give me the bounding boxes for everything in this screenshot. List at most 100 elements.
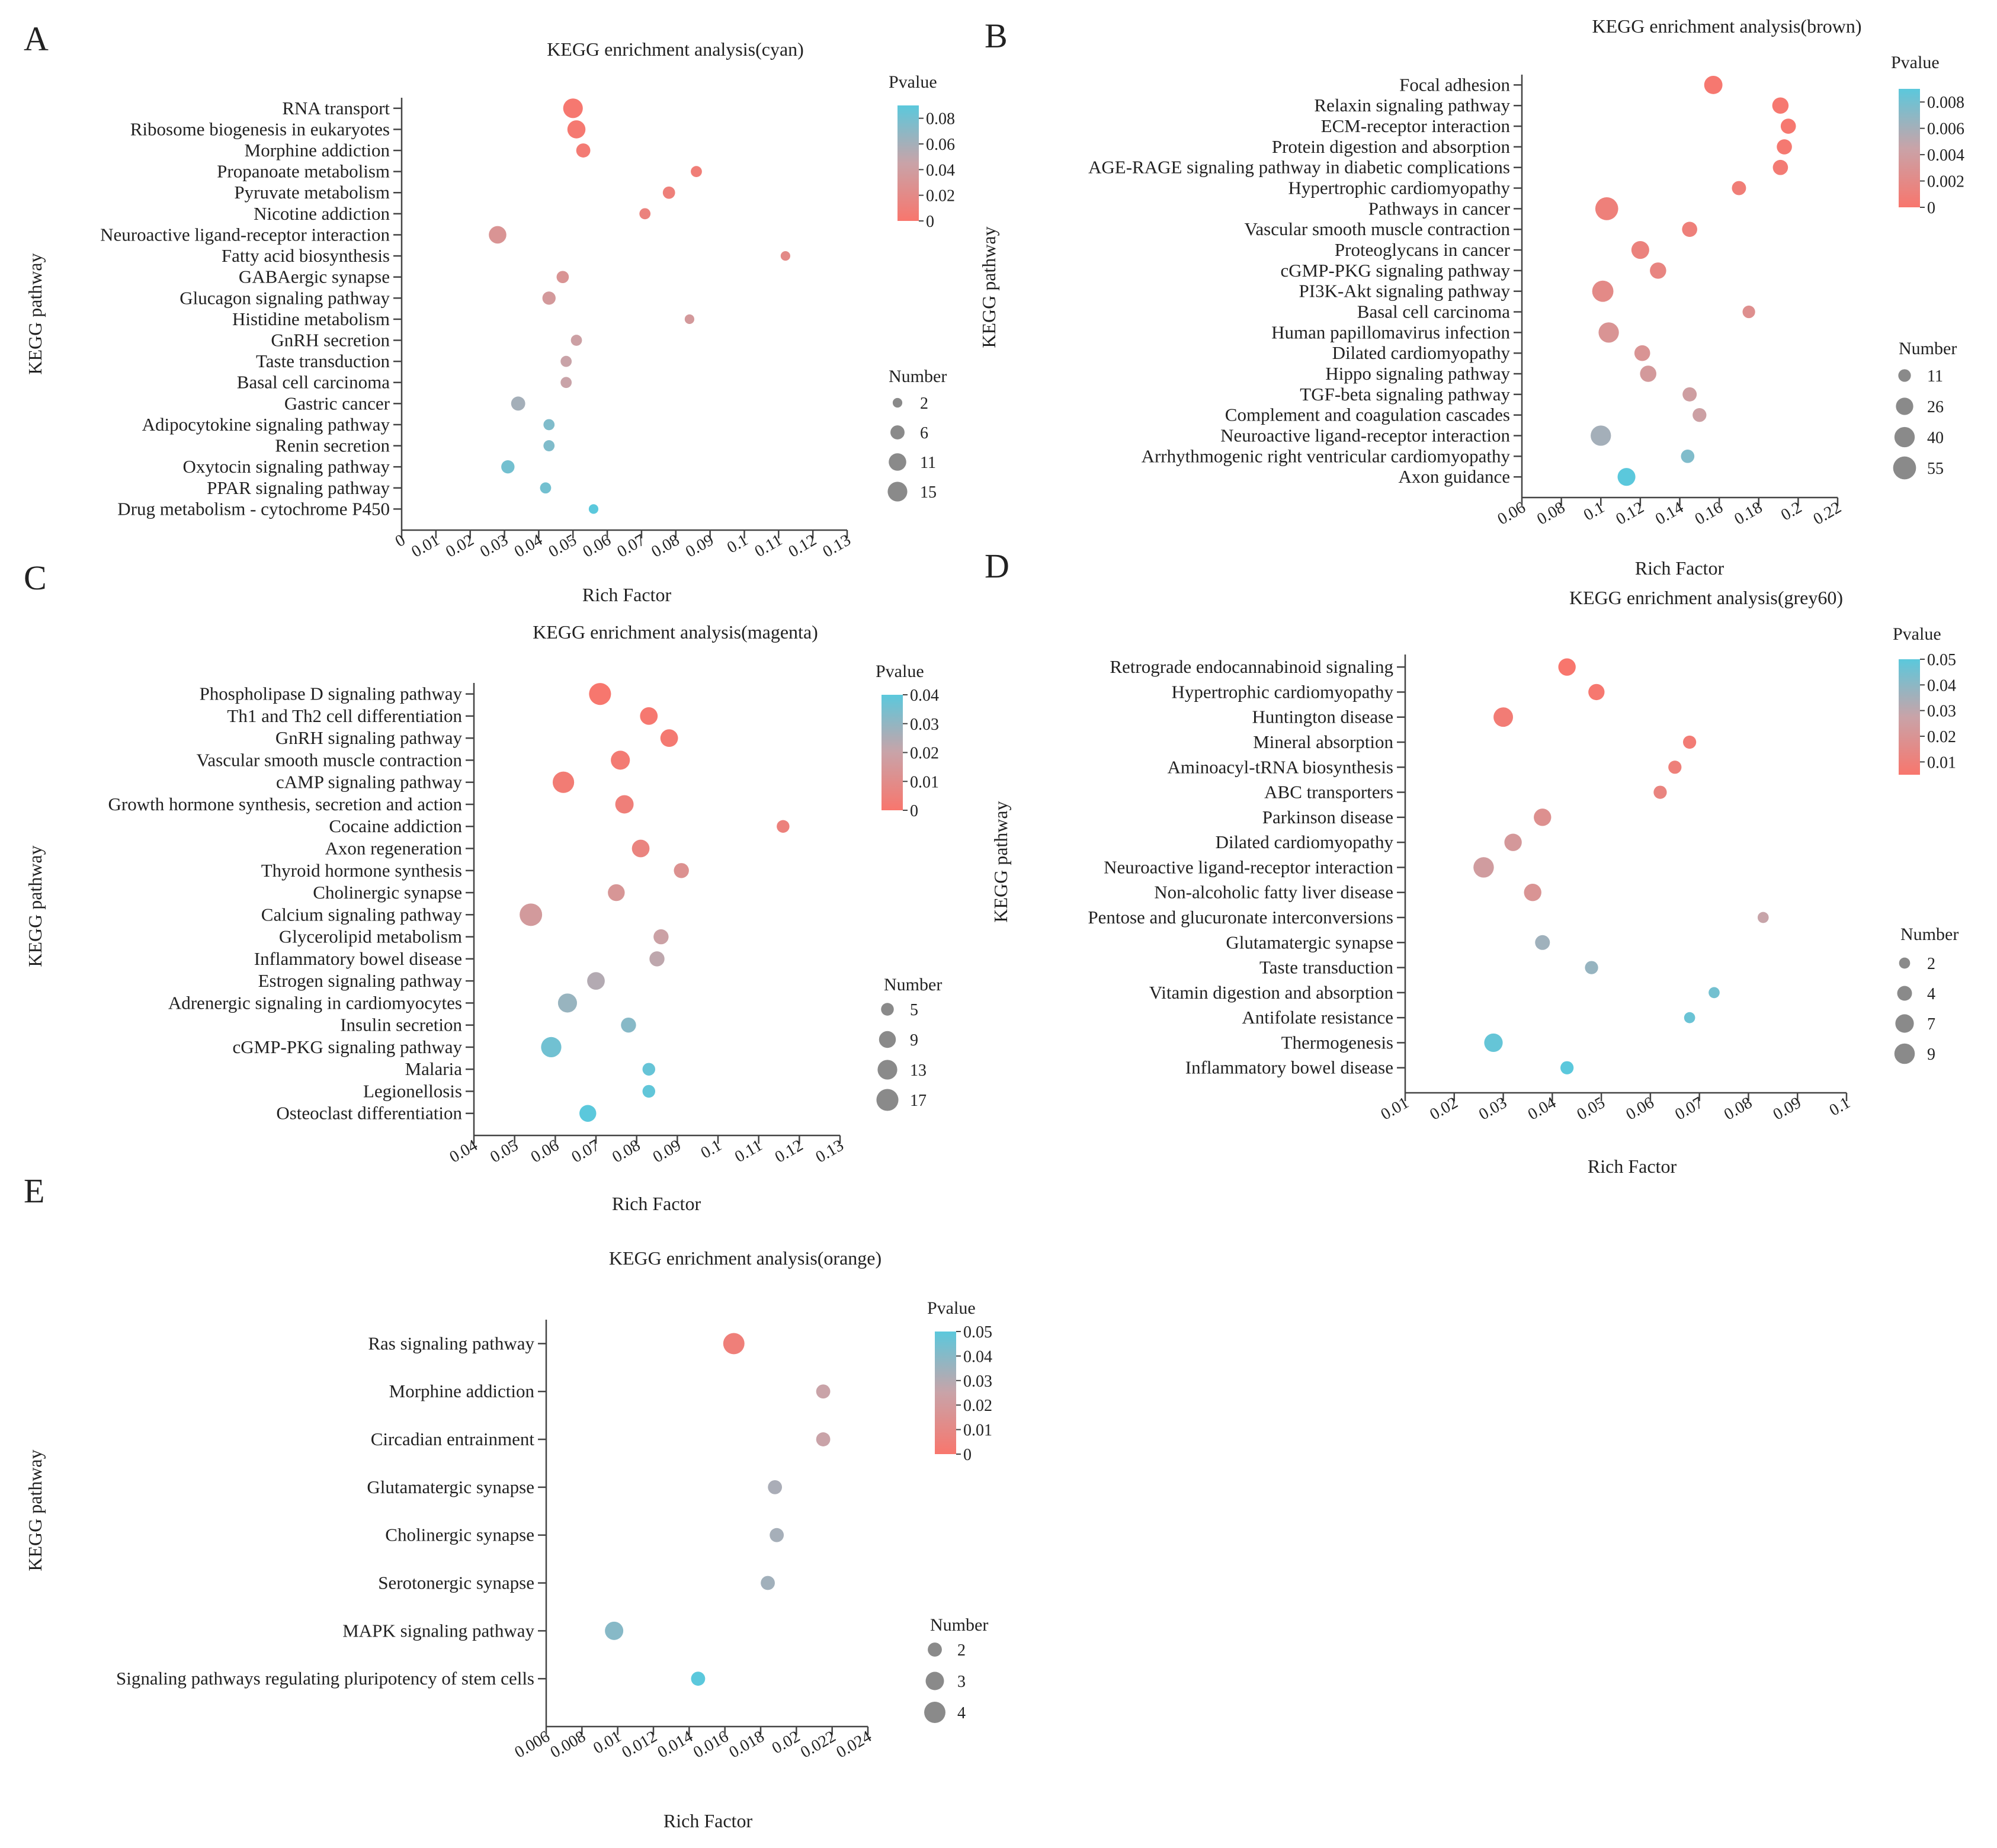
pathway-label: Inflammatory bowel disease	[1185, 1057, 1393, 1078]
x-tick-label: 0.06	[1623, 1093, 1657, 1124]
pathway-label: Vitamin digestion and absorption	[1149, 982, 1394, 1003]
pathway-label: Neuroactive ligand-receptor interaction	[1220, 425, 1510, 446]
x-tick-label: 0.014	[655, 1727, 696, 1762]
pvalue-tick-label: 0.04	[910, 686, 939, 705]
pathway-label: Glycerolipid metabolism	[279, 926, 462, 947]
pathway-label: Oxytocin signaling pathway	[182, 456, 390, 477]
number-legend-label: 11	[1927, 367, 1943, 386]
pvalue-tick-label: 0.05	[1927, 651, 1956, 669]
pathway-label: Osteoclast differentiation	[276, 1103, 462, 1124]
x-tick-label: 0.012	[618, 1727, 660, 1762]
pvalue-tick-label: 0.02	[963, 1397, 992, 1415]
point-dilated-cardiomyopathy	[1504, 833, 1522, 851]
number-legend-dot	[928, 1642, 942, 1657]
number-legend-dot	[1898, 369, 1911, 382]
point-renin-secretion	[543, 440, 555, 451]
x-axis-title: Rich Factor	[612, 1193, 701, 1214]
point-cgmp-pkg-signaling-pathway	[541, 1037, 562, 1058]
number-legend-dot	[925, 1671, 944, 1690]
number-legend-label: 9	[1927, 1045, 1935, 1064]
point-serotonergic-synapse	[761, 1576, 775, 1590]
point-fatty-acid-biosynthesis	[780, 251, 790, 261]
point-aminoacyl-trna-biosynthesis	[1668, 761, 1682, 774]
pathway-label: TGF-beta signaling pathway	[1300, 384, 1510, 405]
number-legend-dot	[1899, 957, 1911, 969]
point-thermogenesis	[1484, 1033, 1503, 1053]
point-axon-guidance	[1617, 468, 1636, 486]
point-retrograde-endocannabinoid-signaling	[1558, 658, 1576, 676]
point-estrogen-signaling-pathway	[587, 972, 605, 990]
pathway-label: Estrogen signaling pathway	[258, 970, 463, 991]
pathway-label: Focal adhesion	[1399, 74, 1510, 95]
point-malaria	[642, 1063, 656, 1076]
x-tick-label: 0.02	[769, 1727, 803, 1757]
number-legend-label: 55	[1927, 460, 1944, 478]
point-parkinson-disease	[1534, 808, 1552, 826]
number-legend-label: 5	[910, 1001, 918, 1019]
number-legend-title: Number	[1899, 339, 1957, 358]
x-tick-label: 0.05	[1574, 1093, 1608, 1124]
pvalue-tick-label: 0.02	[1927, 728, 1956, 746]
pathway-label: Thermogenesis	[1281, 1032, 1393, 1053]
pathway-label: Phospholipase D signaling pathway	[200, 684, 463, 704]
pathway-label: Pyruvate metabolism	[234, 182, 390, 203]
point-nicotine-addiction	[639, 208, 651, 220]
pathway-label: Glutamatergic synapse	[1226, 932, 1393, 952]
number-legend-label: 26	[1927, 398, 1944, 416]
pathway-label: Cholinergic synapse	[385, 1525, 534, 1545]
x-tick-label: 0.04	[1525, 1093, 1559, 1124]
x-tick-label: 0.03	[477, 531, 511, 561]
y-axis-title: KEGG pathway	[990, 801, 1011, 922]
pvalue-colorbar	[1899, 89, 1920, 207]
point-mapk-signaling-pathway	[605, 1621, 624, 1640]
point-vitamin-digestion-and-absorption	[1708, 987, 1720, 999]
x-tick-label: 0.04	[447, 1136, 481, 1166]
point-inflammatory-bowel-disease	[1560, 1061, 1574, 1074]
x-tick-label: 0.22	[1810, 498, 1845, 528]
pathway-label: Calcium signaling pathway	[261, 904, 463, 925]
panel-letter: A	[24, 20, 49, 58]
number-legend-dot	[1897, 986, 1912, 1001]
point-basal-cell-carcinoma	[560, 377, 572, 389]
number-legend-dot	[1895, 1014, 1914, 1033]
number-legend-label: 2	[1927, 955, 1935, 973]
x-tick-label: 0.09	[650, 1136, 684, 1166]
pathway-label: Arrhythmogenic right ventricular cardiom…	[1142, 445, 1511, 466]
pvalue-colorbar	[897, 105, 919, 221]
point-histidine-metabolism	[684, 314, 695, 325]
pathway-label: GnRH secretion	[271, 330, 390, 351]
pathway-label: Ribosome biogenesis in eukaryotes	[130, 118, 390, 139]
panel-letter: D	[985, 547, 1009, 585]
number-legend-dot	[892, 397, 903, 408]
number-legend-label: 3	[957, 1673, 966, 1691]
number-legend-label: 2	[920, 394, 928, 413]
x-tick-label: 0.024	[833, 1727, 874, 1762]
number-legend-label: 4	[957, 1704, 966, 1722]
point-complement-and-coagulation-cascades	[1693, 408, 1707, 422]
x-tick-label: 0.05	[487, 1136, 521, 1166]
point-axon-regeneration	[632, 839, 650, 858]
point-ecm-receptor-interaction	[1780, 118, 1796, 134]
pathway-label: Thyroid hormone synthesis	[261, 860, 462, 881]
point-morphine-addiction	[816, 1384, 831, 1399]
pvalue-tick-label: 0.03	[1927, 702, 1956, 721]
pvalue-tick-label: 0.008	[1927, 94, 1964, 112]
point-protein-digestion-and-absorption	[1777, 139, 1792, 155]
pathway-label: Pathways in cancer	[1368, 198, 1511, 219]
x-tick-label: 0.16	[1692, 498, 1726, 528]
pathway-label: Th1 and Th2 cell differentiation	[227, 705, 462, 726]
x-tick-label: 0.11	[752, 531, 786, 561]
pathway-label: cGMP-PKG signaling pathway	[233, 1037, 463, 1057]
point-legionellosis	[642, 1085, 656, 1098]
point-gnrh-signaling-pathway	[660, 729, 678, 747]
point-gabaergic-synapse	[556, 271, 569, 284]
point-pyruvate-metabolism	[662, 186, 675, 199]
x-tick-label: 0.022	[797, 1727, 839, 1762]
number-legend-label: 11	[920, 454, 936, 472]
pvalue-tick-label: 0	[910, 802, 918, 820]
pathway-label: Ras signaling pathway	[368, 1333, 534, 1353]
point-hypertrophic-cardiomyopathy	[1732, 181, 1746, 195]
pathway-label: Histidine metabolism	[232, 309, 390, 329]
pathway-label: Parkinson disease	[1262, 807, 1393, 827]
x-tick-label: 0.05	[546, 531, 580, 561]
